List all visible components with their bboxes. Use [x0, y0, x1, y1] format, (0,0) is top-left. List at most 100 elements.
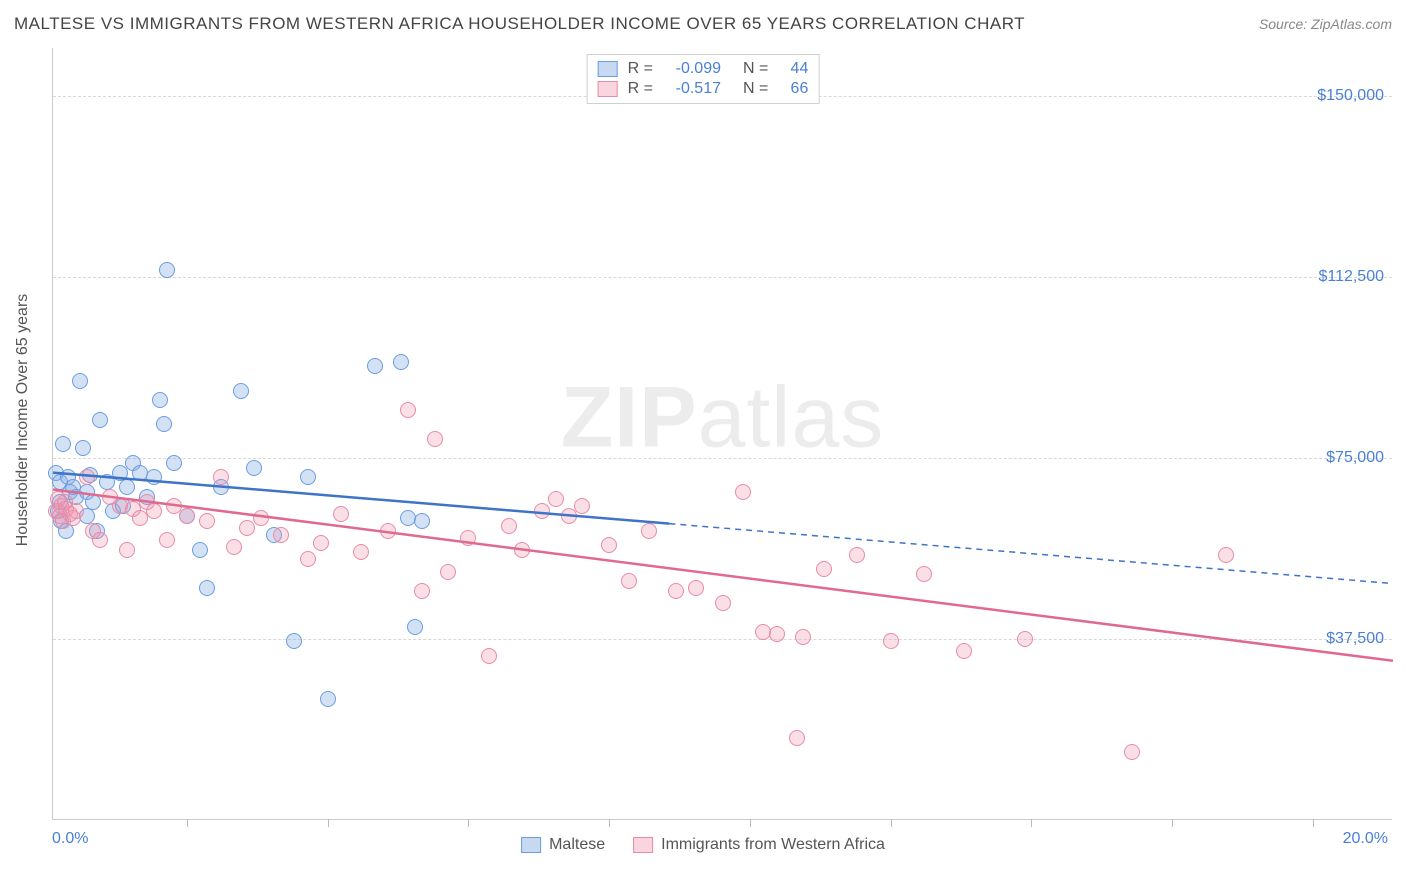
data-point — [156, 416, 172, 432]
watermark: ZIPatlas — [561, 369, 884, 468]
data-point — [146, 469, 162, 485]
data-point — [79, 469, 95, 485]
n-label: N = — [743, 80, 768, 98]
data-point — [367, 358, 383, 374]
data-point — [668, 583, 684, 599]
data-point — [159, 262, 175, 278]
x-tick — [328, 819, 329, 827]
data-point — [916, 566, 932, 582]
data-point — [72, 373, 88, 389]
data-point — [300, 551, 316, 567]
data-point — [715, 595, 731, 611]
x-tick — [187, 819, 188, 827]
data-point — [68, 503, 84, 519]
data-point — [795, 629, 811, 645]
r-value: -0.517 — [663, 80, 721, 98]
data-point — [641, 523, 657, 539]
trend-dashed — [669, 524, 1393, 584]
n-value: 44 — [778, 60, 808, 78]
y-tick-label: $150,000 — [1317, 87, 1384, 105]
source-prefix: Source: — [1259, 16, 1311, 32]
r-value: -0.099 — [663, 60, 721, 78]
x-min-label: 0.0% — [52, 830, 88, 848]
y-tick-label: $112,500 — [1318, 268, 1384, 286]
gridline — [53, 639, 1392, 640]
data-point — [226, 539, 242, 555]
data-point — [414, 513, 430, 529]
data-point — [735, 484, 751, 500]
data-point — [273, 527, 289, 543]
data-point — [400, 402, 416, 418]
n-value: 66 — [778, 80, 808, 98]
data-point — [414, 583, 430, 599]
data-point — [75, 440, 91, 456]
data-point — [152, 392, 168, 408]
n-label: N = — [743, 60, 768, 78]
data-point — [119, 479, 135, 495]
data-point — [300, 469, 316, 485]
data-point — [849, 547, 865, 563]
series-label: Maltese — [549, 836, 605, 854]
x-tick — [750, 819, 751, 827]
data-point — [460, 530, 476, 546]
corr-legend-row: R = -0.099 N = 44 — [598, 59, 809, 79]
data-point — [574, 498, 590, 514]
data-point — [253, 510, 269, 526]
data-point — [166, 455, 182, 471]
data-point — [548, 491, 564, 507]
source-link[interactable]: ZipAtlas.com — [1311, 16, 1392, 32]
data-point — [883, 633, 899, 649]
series-legend-item: Maltese — [521, 836, 605, 854]
series-label: Immigrants from Western Africa — [661, 836, 885, 854]
data-point — [353, 544, 369, 560]
data-point — [55, 436, 71, 452]
trend-lines — [53, 48, 1393, 820]
source-credit: Source: ZipAtlas.com — [1259, 16, 1392, 32]
data-point — [481, 648, 497, 664]
data-point — [601, 537, 617, 553]
x-tick — [468, 819, 469, 827]
data-point — [213, 469, 229, 485]
data-point — [199, 580, 215, 596]
r-label: R = — [628, 80, 653, 98]
series-legend: Maltese Immigrants from Western Africa — [521, 836, 885, 854]
data-point — [286, 633, 302, 649]
r-label: R = — [628, 60, 653, 78]
data-point — [119, 542, 135, 558]
data-point — [956, 643, 972, 659]
data-point — [501, 518, 517, 534]
data-point — [233, 383, 249, 399]
data-point — [192, 542, 208, 558]
y-axis-label: Householder Income Over 65 years — [14, 294, 32, 547]
data-point — [380, 523, 396, 539]
data-point — [246, 460, 262, 476]
series-legend-item: Immigrants from Western Africa — [633, 836, 885, 854]
y-tick-label: $37,500 — [1326, 630, 1384, 648]
data-point — [199, 513, 215, 529]
data-point — [769, 626, 785, 642]
data-point — [85, 494, 101, 510]
x-max-label: 20.0% — [1343, 830, 1388, 848]
x-tick — [609, 819, 610, 827]
x-tick — [1031, 819, 1032, 827]
corr-legend-row: R = -0.517 N = 66 — [598, 79, 809, 99]
data-point — [1124, 744, 1140, 760]
data-point — [320, 691, 336, 707]
data-point — [92, 412, 108, 428]
data-point — [1218, 547, 1234, 563]
legend-swatch — [633, 837, 653, 853]
chart-title: MALTESE VS IMMIGRANTS FROM WESTERN AFRIC… — [14, 14, 1025, 34]
gridline — [53, 277, 1392, 278]
data-point — [313, 535, 329, 551]
data-point — [159, 532, 175, 548]
data-point — [427, 431, 443, 447]
y-tick-label: $75,000 — [1326, 449, 1384, 467]
data-point — [514, 542, 530, 558]
watermark-rest: atlas — [698, 370, 885, 466]
correlation-legend: R = -0.099 N = 44 R = -0.517 N = 66 — [587, 54, 820, 104]
data-point — [407, 619, 423, 635]
legend-swatch — [598, 81, 618, 97]
x-tick — [1172, 819, 1173, 827]
data-point — [621, 573, 637, 589]
data-point — [440, 564, 456, 580]
